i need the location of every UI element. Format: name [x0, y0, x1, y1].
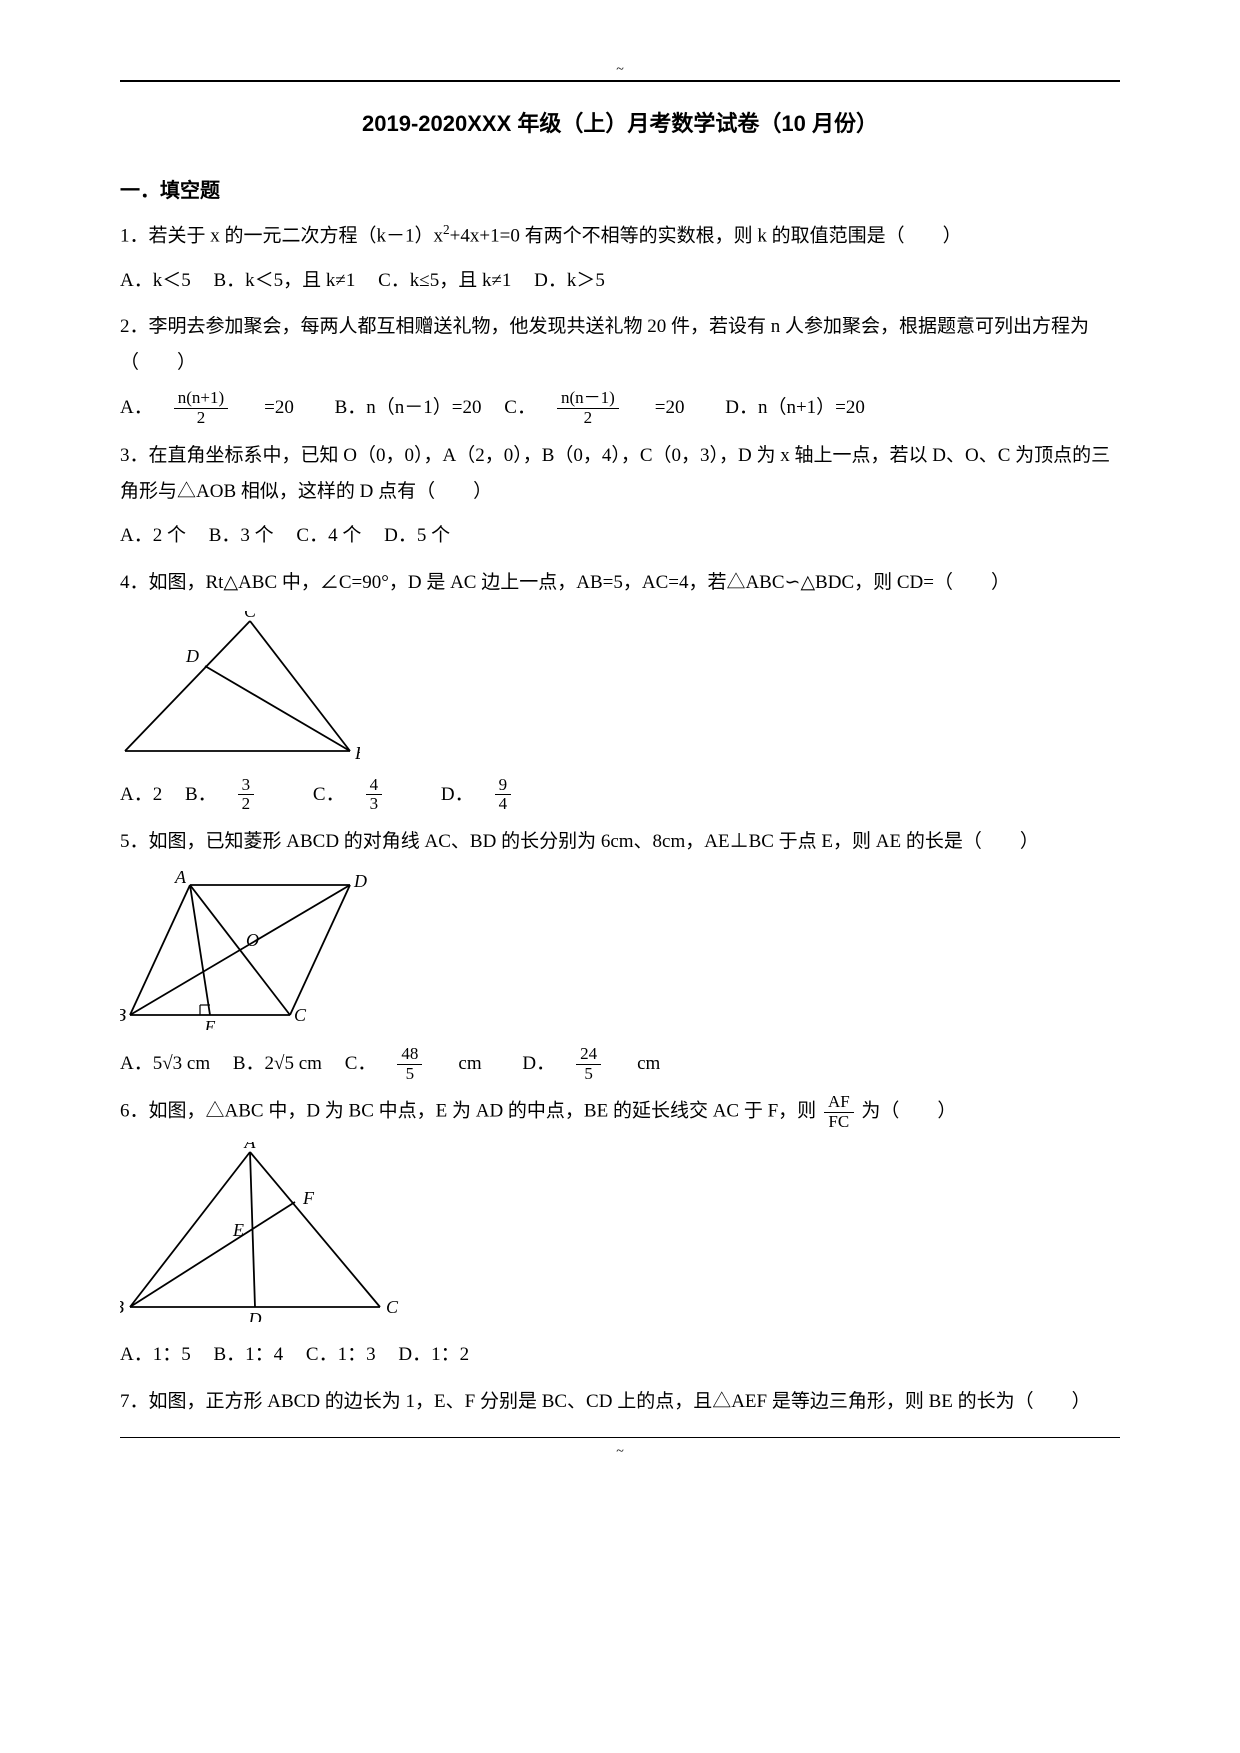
q4-opt-c: C． 43 [313, 776, 418, 814]
svg-text:D: D [185, 646, 199, 666]
svg-text:F: F [302, 1188, 315, 1208]
q5-text: 5．如图，已知菱形 ABCD 的对角线 AC、BD 的长分别为 6cm、8cm，… [120, 824, 1120, 860]
q3-options: A．2 个 B．3 个 C．4 个 D．5 个 [120, 518, 1120, 555]
q5-opt-c: C． 485 cm [345, 1045, 500, 1083]
svg-text:B: B [120, 1297, 124, 1317]
q5-opt-a: A．5√3 cm [120, 1046, 210, 1082]
fraction-icon: 32 [238, 776, 273, 814]
q7-text: 7．如图，正方形 ABCD 的边长为 1，E、F 分别是 BC、CD 上的点，且… [120, 1384, 1120, 1420]
svg-text:E: E [232, 1220, 244, 1240]
q2-opt-c: C． n(n－1)2 =20 [504, 389, 702, 427]
q6-opt-d: D．1：2 [398, 1337, 469, 1373]
svg-text:D: D [248, 1309, 262, 1322]
q2-opt-b: B．n（n－1）=20 [335, 390, 482, 426]
svg-text:A: A [174, 870, 187, 887]
q4-text: 4．如图，Rt△ABC 中，∠C=90°，D 是 AC 边上一点，AB=5，AC… [120, 565, 1120, 601]
svg-text:D: D [353, 871, 367, 891]
q1-opt-c: C．k≤5，且 k≠1 [378, 263, 511, 299]
q6-opt-a: A．1：5 [120, 1337, 191, 1373]
fraction-icon: 94 [495, 776, 530, 814]
section-heading: 一．填空题 [120, 174, 1120, 203]
svg-text:A: A [120, 743, 121, 761]
svg-text:B: B [120, 1005, 126, 1025]
svg-text:A: A [244, 1142, 257, 1152]
q4-opt-a: A．2 [120, 777, 162, 813]
header-marker: ~ [616, 62, 624, 78]
fraction-icon: AFFC [824, 1093, 854, 1131]
q5-figure: A D B C E O [120, 870, 1120, 1035]
q3-opt-c: C．4 个 [296, 518, 361, 554]
svg-text:E: E [204, 1017, 216, 1030]
q6-opt-b: B．1：4 [213, 1337, 283, 1373]
q2-opt-a: A． n(n+1)2 =20 [120, 389, 312, 427]
fraction-icon: 43 [366, 776, 401, 814]
q6-text: 6．如图，△ABC 中，D 为 BC 中点，E 为 AD 的中点，BE 的延长线… [120, 1093, 1120, 1131]
footer-marker: ~ [616, 1444, 624, 1460]
q3-opt-d: D．5 个 [384, 518, 450, 554]
q1-text: 1．若关于 x 的一元二次方程（k－1）x2+4x+1=0 有两个不相等的实数根… [120, 217, 1120, 254]
exponent: 2 [443, 222, 450, 237]
q1-opt-d: D．k＞5 [534, 263, 605, 299]
svg-text:C: C [244, 611, 257, 621]
fraction-icon: n(n+1)2 [174, 389, 246, 427]
q1-options: A．k＜5 B．k＜5，且 k≠1 C．k≤5，且 k≠1 D．k＞5 [120, 262, 1120, 299]
q3-text: 3．在直角坐标系中，已知 O（0，0），A（2，0），B（0，4），C（0，3）… [120, 438, 1120, 510]
q6-opt-c: C．1：3 [306, 1337, 376, 1373]
q4-figure: A B C D [120, 611, 1120, 766]
q5-options: A．5√3 cm B．2√5 cm C． 485 cm D． 245 cm [120, 1045, 1120, 1083]
svg-text:C: C [294, 1005, 307, 1025]
svg-text:C: C [386, 1297, 399, 1317]
q6-figure: A B C D E F [120, 1142, 1120, 1327]
q2-options: A． n(n+1)2 =20 B．n（n－1）=20 C． n(n－1)2 =2… [120, 389, 1120, 427]
svg-text:O: O [246, 930, 259, 950]
q6-options: A．1：5 B．1：4 C．1：3 D．1：2 [120, 1337, 1120, 1374]
fraction-icon: n(n－1)2 [557, 389, 637, 427]
fraction-icon: 245 [576, 1045, 619, 1083]
q5-opt-d: D． 245 cm [522, 1045, 678, 1083]
q1-opt-b: B．k＜5，且 k≠1 [213, 263, 355, 299]
exam-title: 2019-2020XXX 年级（上）月考数学试卷（10 月份） [120, 106, 1120, 138]
q2-text: 2．李明去参加聚会，每两人都互相赠送礼物，他发现共送礼物 20 件，若设有 n … [120, 309, 1120, 381]
fraction-icon: 485 [397, 1045, 440, 1083]
q4-options: A．2 B． 32 C． 43 D． 94 [120, 776, 1120, 814]
q4-opt-b: B． 32 [185, 776, 290, 814]
footer-rule [120, 1437, 1120, 1438]
q2-opt-d: D．n（n+1）=20 [725, 390, 865, 426]
svg-text:B: B [355, 743, 360, 761]
q1-opt-a: A．k＜5 [120, 263, 191, 299]
q5-opt-b: B．2√5 cm [233, 1046, 322, 1082]
q3-opt-b: B．3 个 [209, 518, 274, 554]
q3-opt-a: A．2 个 [120, 518, 186, 554]
q4-opt-d: D． 94 [441, 776, 547, 814]
